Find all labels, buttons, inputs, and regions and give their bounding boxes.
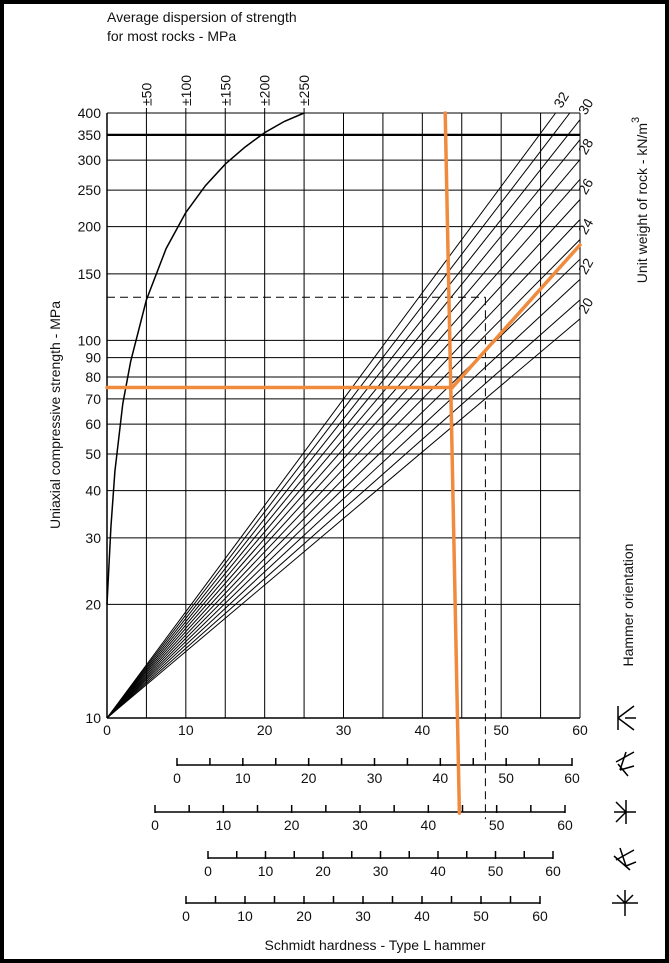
- unit-weight-label: 26: [575, 175, 597, 197]
- scale-tick-label: 0: [182, 908, 190, 924]
- x-tick-label: 30: [336, 722, 352, 738]
- y2-label-sup: 3: [630, 117, 642, 123]
- y-tick-label: 250: [78, 182, 102, 198]
- unit-weight-line: [106, 159, 581, 719]
- y-tick-label: 150: [78, 266, 102, 282]
- dispersion-label: ±50: [138, 83, 154, 106]
- unit-weight-label: 30: [575, 96, 597, 118]
- scale-tick-label: 10: [216, 817, 232, 833]
- icon-diag-down: [615, 751, 635, 777]
- top-label: Average dispersion of strength: [107, 9, 297, 25]
- scale-tick-label: 0: [151, 817, 159, 833]
- unit-weight-line: [106, 258, 581, 719]
- y-tick-label: 350: [78, 127, 102, 143]
- scale-tick-label: 30: [355, 908, 371, 924]
- scale-tick-label: 30: [373, 863, 389, 879]
- y-axis-label: Uniaxial compressive strength - MPa: [47, 301, 63, 529]
- y2-axis-label: Unit weight of rock - kN/m3: [630, 117, 650, 283]
- scale-tick-label: 60: [532, 908, 548, 924]
- scale-tick-label: 0: [204, 863, 212, 879]
- scale-tick-label: 20: [296, 908, 312, 924]
- unit-weight-line: [106, 112, 571, 719]
- y-tick-label: 20: [85, 596, 101, 612]
- y-tick-label: 90: [85, 350, 101, 366]
- scale-tick-label: 0: [173, 770, 181, 786]
- top-label: for most rocks - MPa: [107, 28, 236, 44]
- scale-tick-label: 50: [473, 908, 489, 924]
- unit-weight-line: [106, 318, 581, 719]
- dispersion-label: ±250: [296, 75, 312, 106]
- scale-tick-label: 10: [235, 770, 251, 786]
- scale-tick-label: 60: [557, 817, 573, 833]
- dispersion-label: ±100: [178, 75, 194, 106]
- y-tick-label: 40: [85, 483, 101, 499]
- x-tick-label: 50: [493, 722, 509, 738]
- orientation-icons: [612, 705, 638, 916]
- y-tick-label: 10: [85, 710, 101, 726]
- y-tick-label: 30: [85, 530, 101, 546]
- x-axis-label: Schmidt hardness - Type L hammer: [265, 937, 486, 953]
- scale-tick-label: 40: [430, 863, 446, 879]
- unit-weight-line: [106, 199, 581, 719]
- scale-tick-label: 40: [421, 817, 437, 833]
- scale-tick-label: 40: [414, 908, 430, 924]
- scale-tick-label: 40: [433, 770, 449, 786]
- dispersion-label: ±150: [217, 75, 233, 106]
- x-tick-label: 0: [103, 722, 111, 738]
- unit-weight-label: 32: [550, 89, 572, 111]
- y-tick-label: 300: [78, 152, 102, 168]
- dispersion-curve: [106, 112, 305, 605]
- annotation-line: [450, 243, 582, 390]
- scale-tick-label: 30: [367, 770, 383, 786]
- scale-tick-label: 10: [237, 908, 253, 924]
- icon-up: [612, 890, 638, 916]
- unit-weight-line: [106, 279, 581, 719]
- unit-weight-line: [106, 219, 581, 719]
- unit-weight-label: 28: [575, 135, 597, 157]
- scale-tick-label: 50: [489, 817, 505, 833]
- y-tick-label: 100: [78, 332, 102, 348]
- y2-label-text: Unit weight of rock - kN/m: [634, 123, 650, 283]
- y-tick-label: 400: [78, 105, 102, 121]
- y-tick-label: 60: [85, 416, 101, 432]
- annotation-line: [443, 111, 462, 815]
- scale-tick-label: 10: [258, 863, 274, 879]
- unit-weight-line: [106, 299, 581, 719]
- x-tick-label: 40: [415, 722, 431, 738]
- scale-tick-label: 50: [488, 863, 504, 879]
- y-tick-label: 200: [78, 219, 102, 235]
- scale-tick-label: 20: [301, 770, 317, 786]
- y-tick-label: 80: [85, 369, 101, 385]
- scale-tick-label: 50: [498, 770, 514, 786]
- icon-diag-up: [613, 847, 637, 871]
- y-tick-label: 70: [85, 391, 101, 407]
- unit-weight-line: [106, 112, 557, 719]
- unit-weight-line: [106, 239, 581, 719]
- scale-tick-label: 60: [545, 863, 561, 879]
- orientation-label: Hammer orientation: [620, 544, 636, 667]
- unit-weight-label: 20: [575, 295, 597, 317]
- icon-down: [617, 705, 636, 731]
- unit-weight-line: [106, 139, 581, 719]
- scale-tick-label: 30: [352, 817, 368, 833]
- scale-tick-label: 60: [564, 770, 580, 786]
- unit-weight-label: 24: [575, 215, 597, 237]
- unit-weight-label: 22: [575, 255, 597, 277]
- unit-weight-line: [106, 119, 581, 719]
- dispersion-label: ±200: [257, 75, 273, 106]
- icon-horizontal: [614, 800, 636, 824]
- scale-tick-label: 20: [315, 863, 331, 879]
- scale-tick-label: 20: [284, 817, 300, 833]
- y-tick-label: 50: [85, 446, 101, 462]
- x-tick-label: 20: [257, 722, 273, 738]
- x-tick-label: 10: [178, 722, 194, 738]
- x-tick-label: 60: [572, 722, 588, 738]
- unit-weight-line: [106, 178, 581, 719]
